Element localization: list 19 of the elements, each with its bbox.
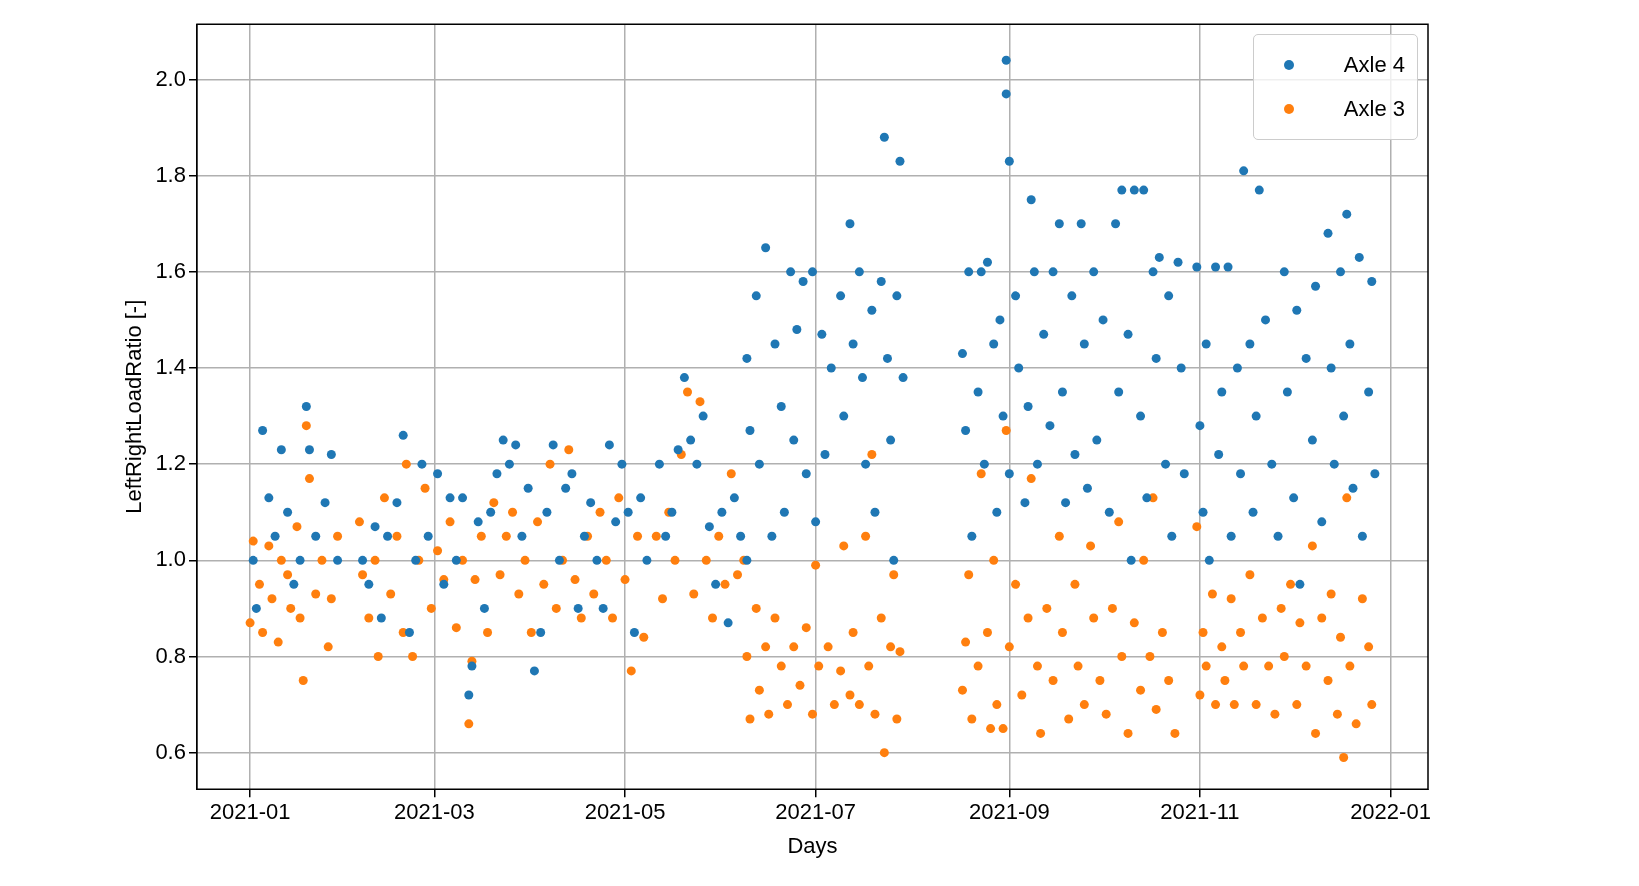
y-tick-label: 0.6 (155, 738, 186, 764)
x-tick-label: 2021-07 (775, 799, 856, 825)
y-tick-label: 1.0 (155, 546, 186, 572)
legend-label: Axle 4 (1343, 52, 1405, 79)
y-axis-title: LeftRightLoadRatio [-] (121, 299, 147, 514)
x-tick-label: 2021-11 (1160, 799, 1240, 825)
x-tick-label: 2021-09 (968, 799, 1050, 825)
x-axis-title: Days (787, 832, 838, 858)
y-tick-label: 1.6 (155, 257, 186, 283)
x-tick-label: 2021-05 (584, 799, 666, 825)
y-tick-label: 1.4 (155, 354, 186, 380)
y-tick-label: 0.8 (155, 642, 186, 668)
y-tick-label: 1.2 (155, 450, 186, 476)
x-tick-label: 2021-03 (394, 799, 475, 825)
x-tick-label: 2021-01 (209, 799, 291, 825)
y-tick-label: 1.8 (155, 161, 186, 187)
y-tick-label: 2.0 (155, 65, 186, 91)
x-tick-label: 2022-01 (1350, 799, 1431, 825)
legend-label: Axle 3 (1343, 96, 1405, 123)
